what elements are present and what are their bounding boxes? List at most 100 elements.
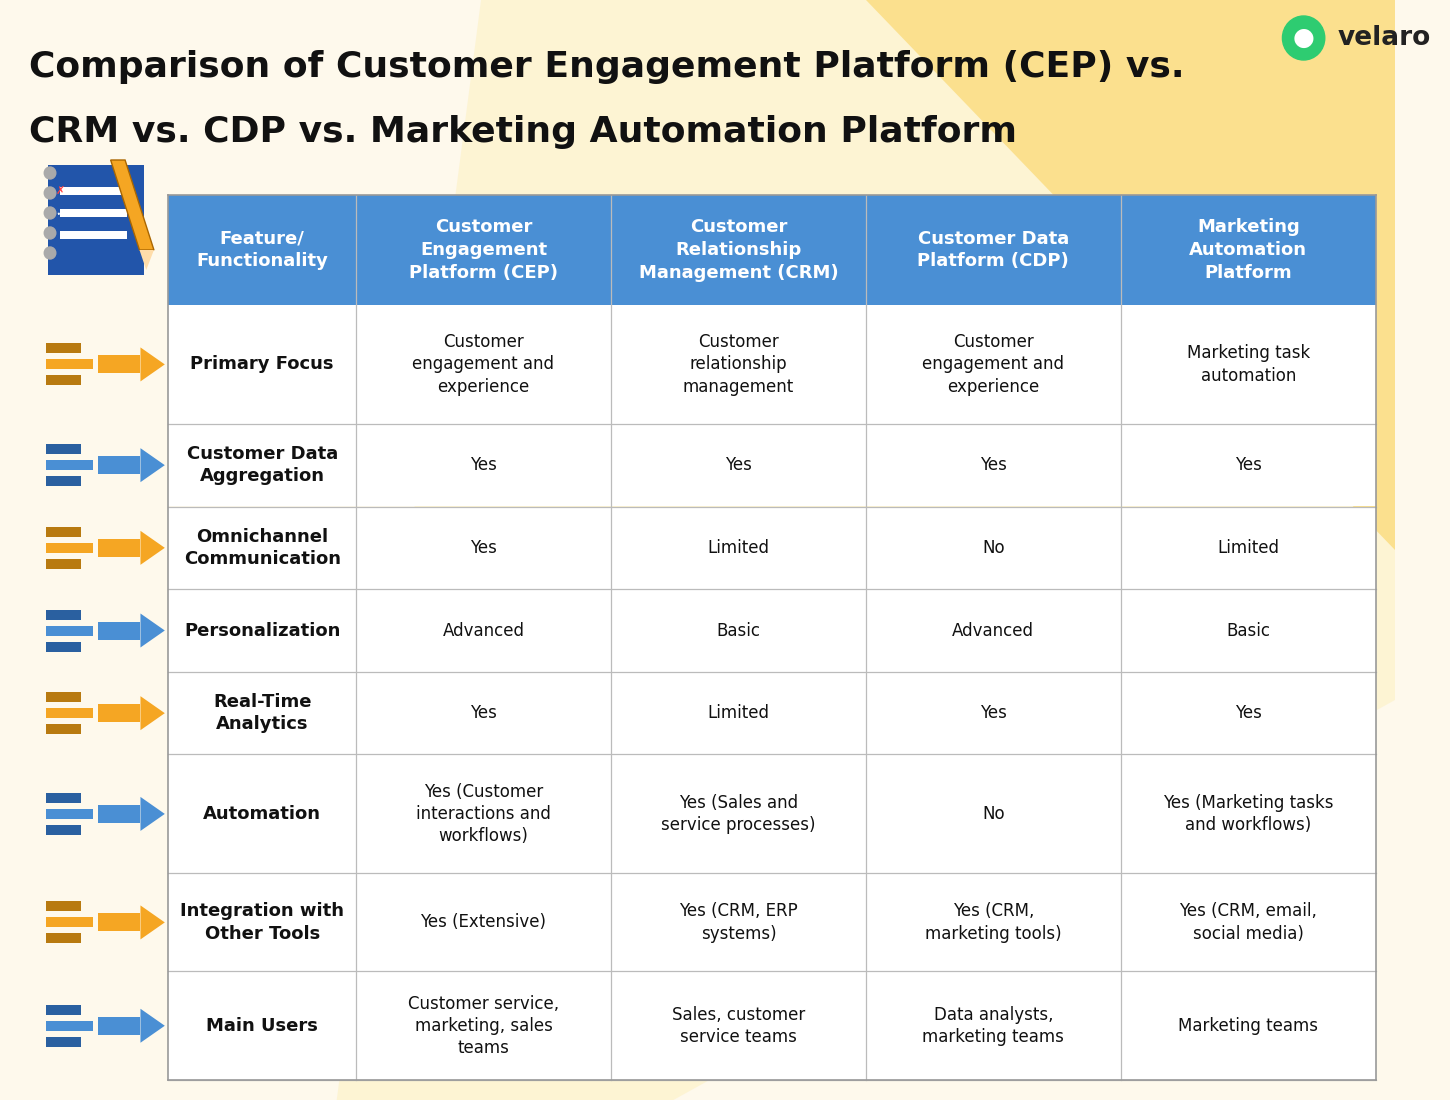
Text: Basic: Basic (716, 621, 760, 639)
Bar (99, 1016, 141, 1035)
Bar (46, 626, 93, 636)
Bar (46, 825, 81, 835)
Bar (1121, 873, 1376, 971)
Circle shape (45, 248, 55, 258)
Polygon shape (141, 696, 165, 730)
Text: Integration with
Other Tools: Integration with Other Tools (180, 902, 344, 943)
Bar (610, 672, 866, 755)
Text: Primary Focus: Primary Focus (190, 355, 334, 373)
Bar (46, 934, 81, 944)
Bar (610, 590, 866, 672)
Text: No: No (982, 539, 1005, 557)
Text: Customer Data
Platform (CDP): Customer Data Platform (CDP) (918, 230, 1069, 271)
Bar (610, 195, 866, 305)
Bar (168, 506, 355, 590)
Text: Yes (Marketing tasks
and workflows): Yes (Marketing tasks and workflows) (1163, 794, 1334, 834)
Text: Yes: Yes (470, 539, 497, 557)
Text: Marketing
Automation
Platform: Marketing Automation Platform (1189, 218, 1308, 282)
Bar (168, 195, 355, 305)
Text: ✗: ✗ (55, 186, 65, 196)
Bar (355, 755, 610, 873)
Bar (866, 506, 1121, 590)
Circle shape (1282, 16, 1325, 60)
Text: Yes (CRM,
marketing tools): Yes (CRM, marketing tools) (925, 902, 1061, 943)
Bar (46, 1021, 93, 1031)
Bar (1121, 755, 1376, 873)
Bar (866, 305, 1121, 424)
Bar (59, 187, 128, 195)
Bar (59, 231, 128, 239)
Bar (168, 971, 355, 1080)
Bar (610, 506, 866, 590)
Text: Customer Data
Aggregation: Customer Data Aggregation (187, 446, 338, 485)
Bar (168, 305, 355, 424)
Bar (355, 195, 610, 305)
Bar (168, 590, 355, 672)
Text: Omnichannel
Communication: Omnichannel Communication (184, 528, 341, 568)
Bar (46, 460, 93, 470)
Text: Marketing task
automation: Marketing task automation (1186, 344, 1309, 385)
Bar (866, 590, 1121, 672)
Text: Yes: Yes (980, 704, 1006, 723)
Circle shape (45, 187, 55, 199)
Polygon shape (141, 448, 165, 482)
Bar (168, 672, 355, 755)
Bar (99, 913, 141, 932)
Text: Customer
Engagement
Platform (CEP): Customer Engagement Platform (CEP) (409, 218, 558, 282)
Bar (46, 343, 81, 353)
Text: Yes: Yes (980, 456, 1006, 474)
Bar (46, 901, 81, 912)
Polygon shape (141, 531, 165, 564)
Text: Limited: Limited (1218, 539, 1279, 557)
Bar (355, 305, 610, 424)
Circle shape (45, 167, 55, 179)
Polygon shape (141, 348, 165, 382)
Bar (168, 424, 355, 506)
Text: Yes (Extensive): Yes (Extensive) (420, 913, 547, 932)
Bar (355, 424, 610, 506)
Text: ✓: ✓ (55, 208, 65, 218)
Bar (46, 542, 93, 553)
Bar (46, 1036, 81, 1047)
Bar (866, 873, 1121, 971)
Bar (355, 672, 610, 755)
Bar (866, 424, 1121, 506)
Bar (168, 755, 355, 873)
Bar (46, 708, 93, 718)
Bar (99, 621, 141, 639)
Bar (99, 805, 141, 823)
Bar (99, 539, 141, 557)
Text: Marketing teams: Marketing teams (1179, 1016, 1318, 1035)
Bar (1121, 590, 1376, 672)
Bar (1121, 672, 1376, 755)
Text: Real-Time
Analytics: Real-Time Analytics (213, 693, 312, 734)
Bar (46, 1004, 81, 1014)
Bar (46, 641, 81, 651)
Bar (355, 506, 610, 590)
Bar (46, 692, 81, 702)
Text: Automation: Automation (203, 805, 320, 823)
Bar (355, 590, 610, 672)
Bar (59, 209, 128, 217)
Text: Customer
relationship
management: Customer relationship management (683, 333, 795, 396)
Text: Feature/
Functionality: Feature/ Functionality (196, 230, 328, 271)
Bar (46, 444, 81, 454)
Text: ●: ● (1292, 26, 1315, 50)
Text: Personalization: Personalization (184, 621, 341, 639)
Bar (1121, 195, 1376, 305)
Text: Customer service,
marketing, sales
teams: Customer service, marketing, sales teams (407, 994, 560, 1057)
Bar (46, 375, 81, 385)
Polygon shape (141, 905, 165, 939)
Bar (1121, 971, 1376, 1080)
Bar (99, 704, 141, 723)
Bar (1121, 424, 1376, 506)
Polygon shape (141, 1009, 165, 1043)
Bar (866, 672, 1121, 755)
Text: No: No (982, 805, 1005, 823)
Text: Advanced: Advanced (442, 621, 525, 639)
Text: Customer
engagement and
experience: Customer engagement and experience (922, 333, 1064, 396)
Bar (46, 917, 93, 927)
Text: Yes: Yes (725, 456, 753, 474)
Bar (610, 971, 866, 1080)
Bar (1121, 506, 1376, 590)
